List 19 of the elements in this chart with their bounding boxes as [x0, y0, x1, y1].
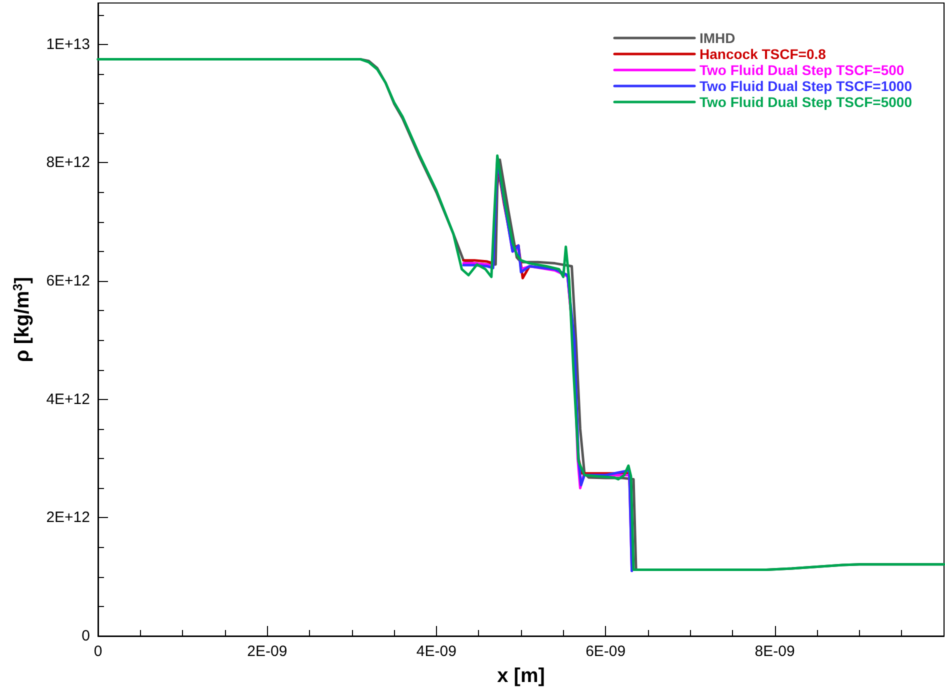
- y-tick-label: 1E+13: [46, 36, 90, 53]
- x-tick-label: 8E-09: [754, 643, 795, 660]
- y-tick-label: 2E+12: [46, 509, 90, 526]
- y-axis-title: ρ [kg/m3]: [10, 276, 34, 362]
- y-tick-label: 8E+12: [46, 154, 90, 172]
- y-tick-label: 6E+12: [46, 272, 90, 290]
- x-tick-label: 0: [94, 643, 102, 660]
- text: Two Fluid Dual Step TSCF=500: [700, 62, 904, 78]
- x-axis-title: x [m]: [497, 665, 545, 687]
- text: Two Fluid Dual Step TSCF=5000: [700, 94, 912, 110]
- y-tick-label: 0: [82, 628, 90, 644]
- x-tick-label: 6E-09: [586, 643, 626, 660]
- line-series: [96, 58, 945, 571]
- y-tick-label: 4E+12: [46, 390, 90, 408]
- text: Two Fluid Dual Step TSCF=1000: [700, 78, 912, 94]
- text: IMHD: [700, 30, 736, 46]
- x-tick-label: 2E-09: [247, 643, 288, 660]
- x-tick-label: 4E-09: [416, 643, 456, 660]
- text: Hancock TSCF=0.8: [700, 46, 826, 62]
